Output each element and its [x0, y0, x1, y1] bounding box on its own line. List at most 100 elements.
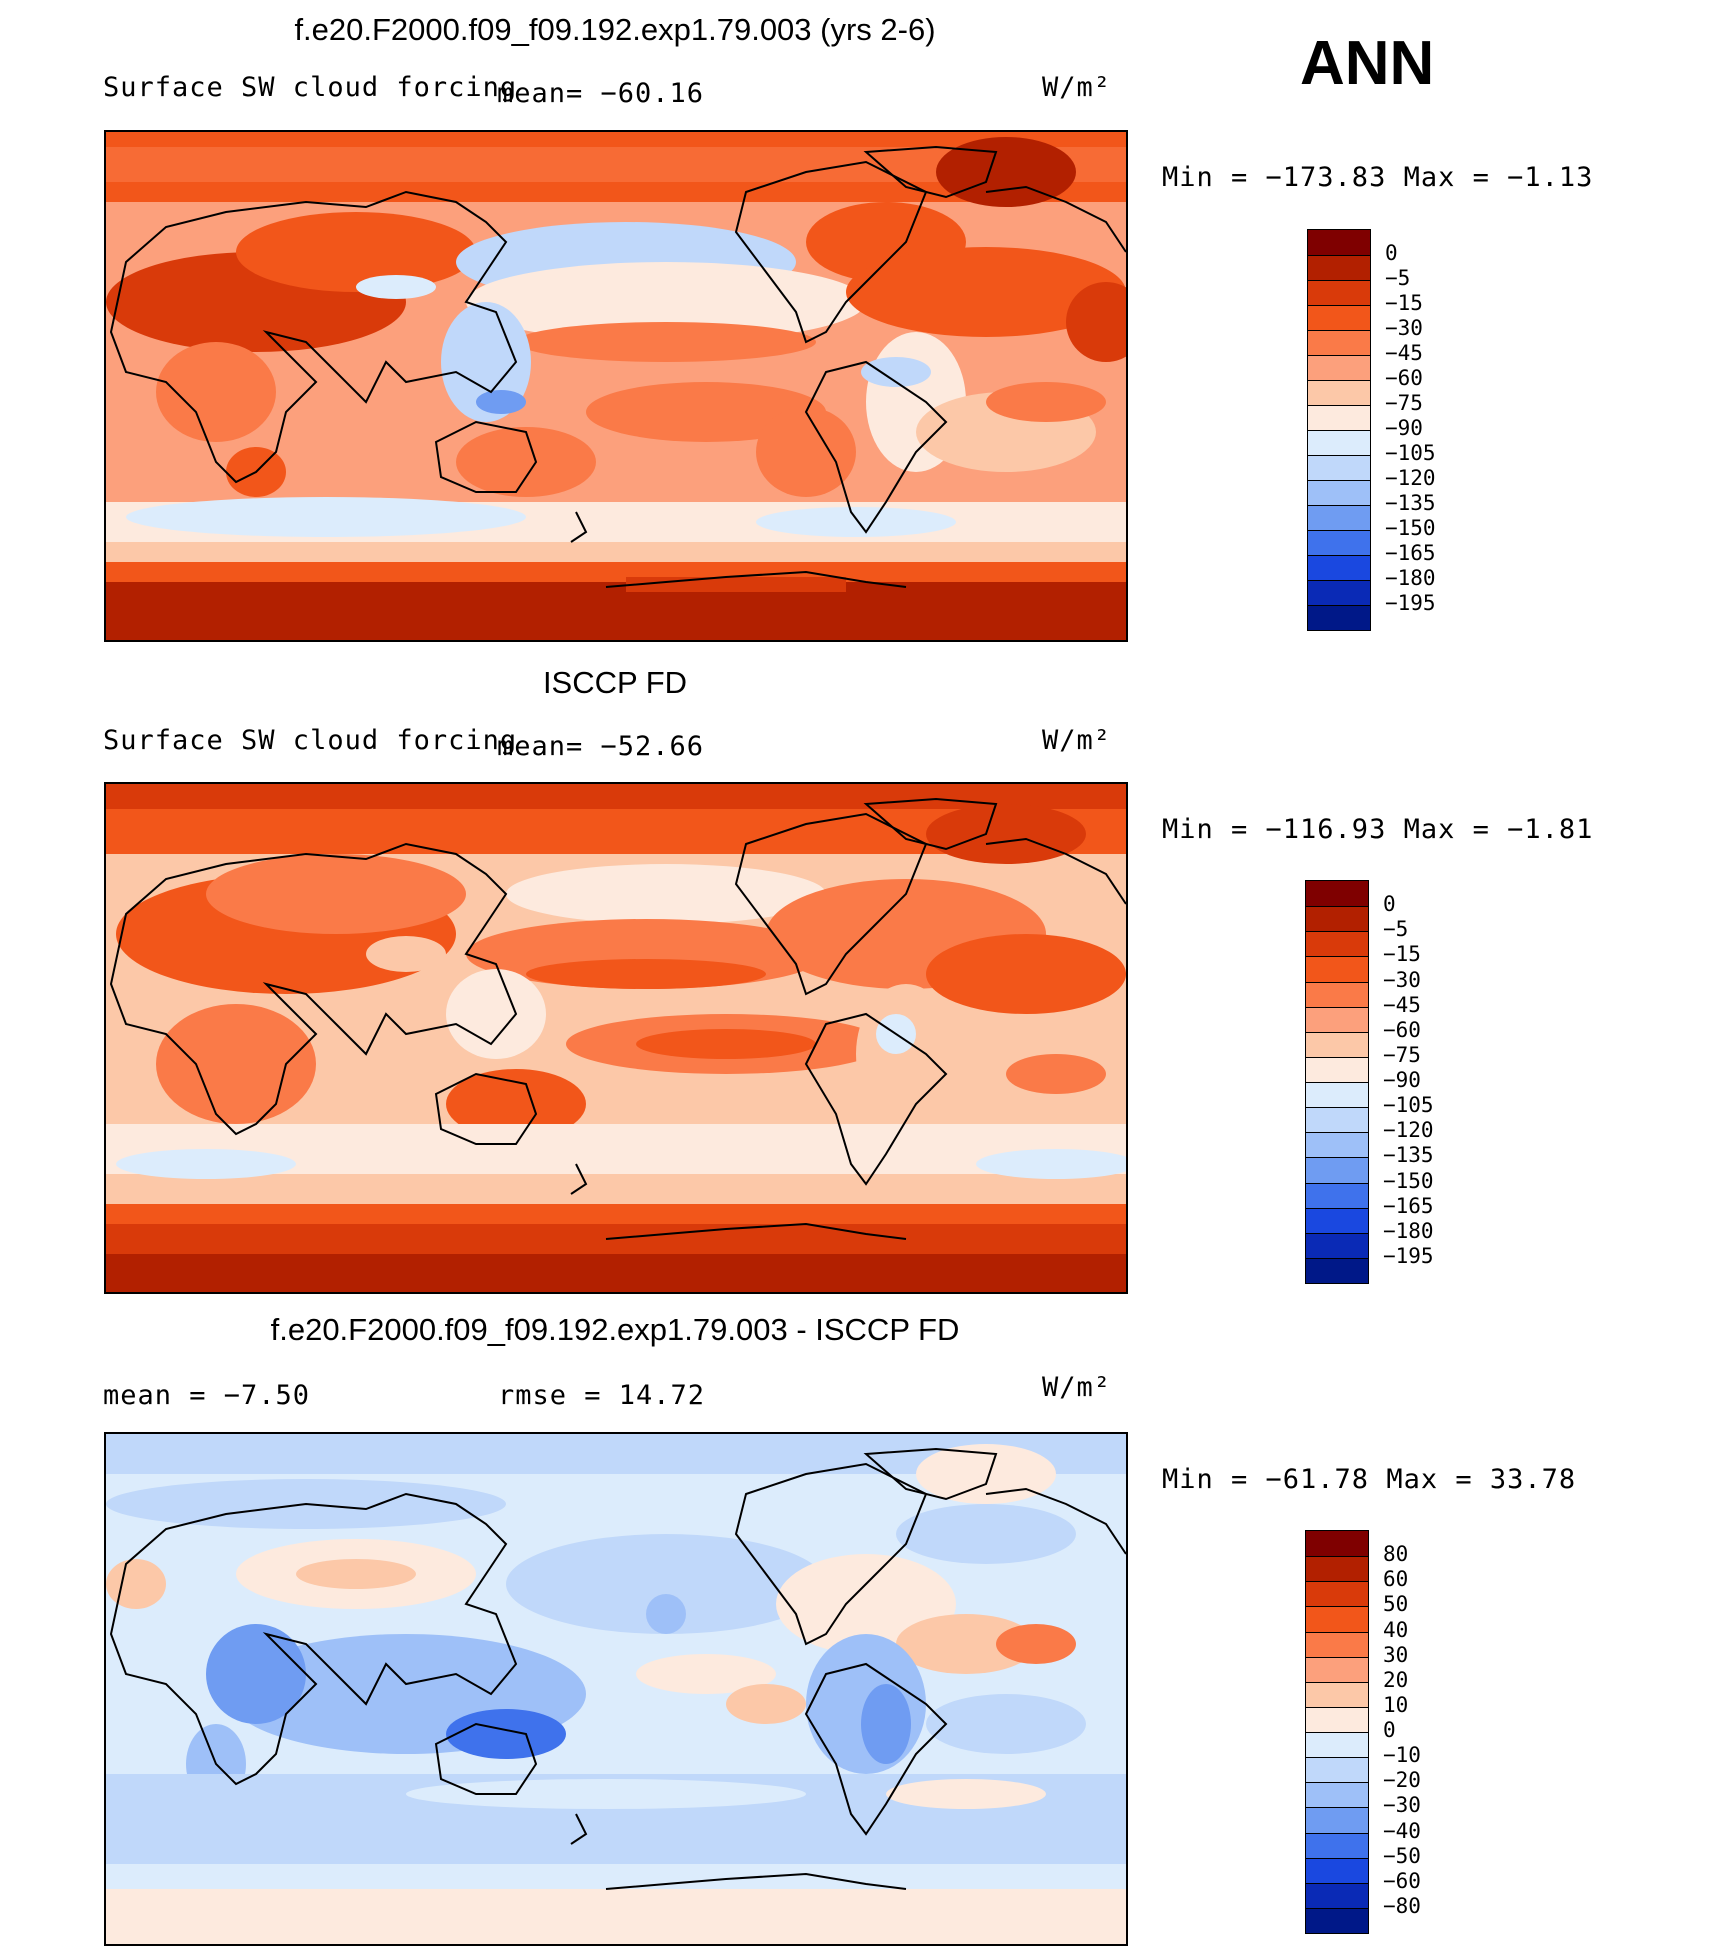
colorbar-tick-label: −120 [1385, 466, 1436, 490]
colorbar-tick-label: −5 [1383, 917, 1409, 942]
colorbar-tick-label: 50 [1383, 1592, 1409, 1617]
colorbar-swatch [1306, 1882, 1368, 1908]
season-label: ANN [1300, 29, 1435, 98]
colorbar-swatch [1308, 505, 1370, 530]
panel1-variable-label: Surface SW cloud forcing [103, 72, 518, 103]
colorbar-tick-label: −135 [1383, 1143, 1434, 1168]
colorbar-swatch [1306, 1782, 1368, 1808]
colorbar-swatch [1308, 455, 1370, 480]
colorbar-swatch [1306, 1606, 1368, 1632]
panel2-colorbar [1305, 880, 1369, 1284]
colorbar-swatch [1306, 1857, 1368, 1883]
colorbar-tick-label: 20 [1383, 1667, 1409, 1692]
colorbar-tick-label: 10 [1383, 1692, 1409, 1717]
colorbar-tick-label: −180 [1383, 1218, 1434, 1243]
colorbar-swatch [1308, 230, 1370, 255]
colorbar-tick-label: −195 [1383, 1243, 1434, 1268]
colorbar-tick-label: −150 [1385, 516, 1436, 540]
colorbar-tick-label: −90 [1383, 1068, 1421, 1092]
colorbar-tick-label: −45 [1383, 992, 1421, 1017]
panel3-rmse: rmse = 14.72 [498, 1380, 706, 1411]
colorbar-swatch [1306, 906, 1368, 932]
colorbar-swatch [1306, 1807, 1368, 1833]
panel2-mean: mean= −52.66 [497, 731, 705, 762]
colorbar-tick-label: −30 [1385, 316, 1423, 340]
colorbar-swatch [1306, 1207, 1368, 1233]
colorbar-tick-label: −45 [1385, 341, 1423, 365]
colorbar-tick-label: −165 [1385, 541, 1436, 565]
colorbar-swatch [1308, 480, 1370, 505]
colorbar-tick-label: 30 [1383, 1642, 1409, 1667]
colorbar-tick-label: −50 [1383, 1843, 1421, 1868]
colorbar-tick-label: −105 [1383, 1093, 1434, 1118]
colorbar-tick-label: −165 [1383, 1193, 1434, 1218]
colorbar-swatch [1308, 605, 1370, 630]
colorbar-tick-label: −150 [1383, 1168, 1434, 1193]
colorbar-tick-label: −120 [1383, 1118, 1434, 1143]
colorbar-swatch [1306, 1232, 1368, 1258]
colorbar-swatch [1306, 1082, 1368, 1108]
panel1-map [104, 130, 1128, 642]
colorbar-swatch [1306, 1631, 1368, 1657]
colorbar-swatch [1306, 1132, 1368, 1158]
panel1-title: f.e20.F2000.f09_f09.192.exp1.79.003 (yrs… [294, 12, 936, 47]
colorbar-swatch [1306, 1157, 1368, 1183]
panel3-map [104, 1432, 1128, 1946]
panel3-minmax: Min = −61.78 Max = 33.78 [1162, 1464, 1577, 1495]
colorbar-tick-label: −135 [1385, 491, 1436, 515]
colorbar-swatch [1306, 1257, 1368, 1283]
colorbar-swatch [1306, 1706, 1368, 1732]
colorbar-swatch [1308, 330, 1370, 355]
colorbar-swatch [1306, 1056, 1368, 1082]
colorbar-swatch [1306, 956, 1368, 982]
colorbar-tick-label: −10 [1383, 1743, 1421, 1768]
panel2-minmax: Min = −116.93 Max = −1.81 [1162, 814, 1594, 845]
panel3-colorbar [1305, 1530, 1369, 1934]
panel3-map-field [106, 1434, 1126, 1944]
colorbar-tick-label: −60 [1383, 1017, 1421, 1042]
colorbar-tick-label: 0 [1385, 241, 1398, 265]
colorbar-swatch [1308, 255, 1370, 280]
colorbar-swatch [1308, 305, 1370, 330]
colorbar-swatch [1306, 881, 1368, 907]
colorbar-tick-label: 80 [1383, 1542, 1409, 1567]
panel2-title: ISCCP FD [542, 665, 688, 700]
panel1-mean: mean= −60.16 [497, 78, 705, 109]
colorbar-tick-label: −60 [1383, 1868, 1421, 1893]
colorbar-tick-label: −180 [1385, 566, 1436, 590]
colorbar-swatch [1306, 1832, 1368, 1858]
colorbar-swatch [1306, 1681, 1368, 1707]
colorbar-swatch [1306, 1656, 1368, 1682]
colorbar-swatch [1308, 430, 1370, 455]
colorbar-tick-label: 60 [1383, 1567, 1409, 1592]
colorbar-swatch [1306, 981, 1368, 1007]
colorbar-tick-label: −30 [1383, 1793, 1421, 1818]
colorbar-tick-label: 40 [1383, 1617, 1409, 1642]
colorbar-swatch [1306, 1182, 1368, 1208]
panel2-units: W/m² [1042, 725, 1112, 756]
colorbar-tick-label: −40 [1383, 1818, 1421, 1843]
panel2-variable-label: Surface SW cloud forcing [103, 725, 518, 756]
panel1-units: W/m² [1042, 72, 1112, 103]
colorbar-tick-label: −75 [1385, 391, 1423, 415]
colorbar-swatch [1306, 931, 1368, 957]
panel1-colorbar [1307, 229, 1371, 631]
colorbar-swatch [1306, 1907, 1368, 1933]
colorbar-swatch [1306, 1556, 1368, 1582]
panel2-map-field [106, 784, 1126, 1292]
colorbar-tick-label: −90 [1385, 416, 1423, 440]
panel3-units: W/m² [1042, 1372, 1112, 1403]
colorbar-swatch [1306, 1031, 1368, 1057]
colorbar-swatch [1308, 380, 1370, 405]
colorbar-swatch [1308, 580, 1370, 605]
colorbar-tick-label: −15 [1383, 942, 1421, 967]
colorbar-swatch [1306, 1581, 1368, 1607]
colorbar-swatch [1308, 530, 1370, 555]
panel3-mean: mean = −7.50 [103, 1380, 311, 1411]
colorbar-swatch [1306, 1732, 1368, 1758]
colorbar-tick-label: 0 [1383, 892, 1396, 917]
panel3-title: f.e20.F2000.f09_f09.192.exp1.79.003 - IS… [270, 1312, 960, 1347]
colorbar-tick-label: −5 [1385, 266, 1411, 290]
colorbar-swatch [1308, 555, 1370, 580]
colorbar-swatch [1308, 355, 1370, 380]
